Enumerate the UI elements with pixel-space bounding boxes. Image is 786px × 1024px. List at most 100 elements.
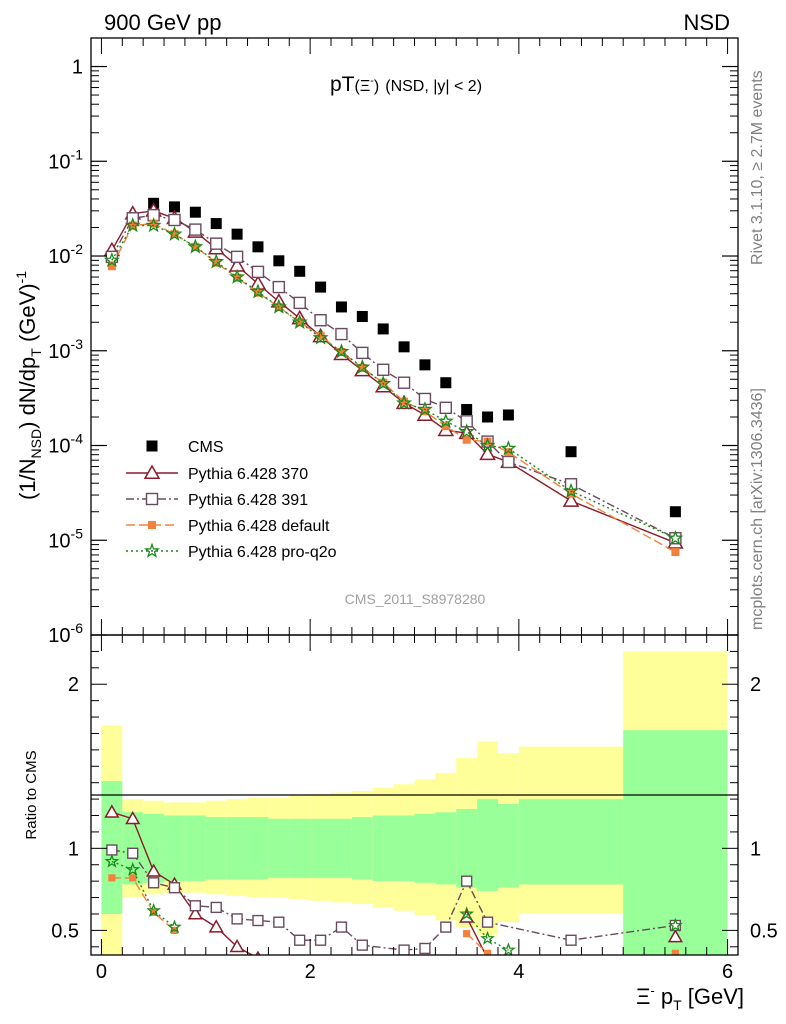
point-pq2o [333, 343, 350, 359]
point-cms [335, 301, 347, 313]
band-inner [143, 813, 165, 883]
ratio-point-p370 [104, 804, 120, 818]
point-pdefault [295, 318, 304, 327]
ratio-point-p391 [210, 901, 222, 914]
point-pq2o [667, 529, 684, 546]
legend-label-cms: CMS [188, 439, 224, 456]
point-p391 [251, 265, 265, 279]
ratio-line-pq2o [466, 913, 509, 951]
ratio-point-p391 [398, 944, 410, 955]
point-cms [565, 446, 577, 458]
point-p391 [335, 327, 348, 341]
point-pdefault [253, 288, 262, 297]
point-pq2o [249, 283, 266, 299]
ratio-y-tick-label: 1 [68, 838, 79, 860]
ratio-point-p391 [168, 882, 181, 894]
point-pdefault [149, 219, 158, 228]
band-inner [456, 808, 478, 888]
point-p391 [356, 346, 369, 360]
ratio-point-pdefault [108, 874, 116, 882]
y-tick-label: 10-3 [48, 336, 83, 363]
point-pdefault [420, 407, 429, 416]
band-inner [226, 817, 248, 880]
point-p391 [272, 280, 286, 294]
ratio-point-pq2o [480, 930, 495, 945]
point-pdefault [483, 437, 492, 446]
point-pq2o [437, 412, 454, 429]
point-pdefault [441, 422, 450, 431]
legend-item-p391: Pythia 6.428 391 [126, 492, 308, 509]
point-pdefault [462, 435, 471, 444]
point-pdefault [337, 348, 346, 357]
ratio-y-axis: 0.5 0.5 1 1 2 2 [51, 650, 778, 948]
header-right: NSD [684, 10, 730, 35]
point-cms [189, 206, 201, 218]
rivet-label: Rivet 3.1.10, ≥ 2.7M events [749, 70, 766, 265]
point-p391 [230, 250, 244, 264]
point-pq2o [229, 268, 246, 284]
point-cms [440, 377, 452, 389]
point-cms [502, 409, 514, 421]
band-inner [268, 818, 290, 878]
y-tick-label: 10-6 [48, 620, 83, 647]
ratio-point-pdefault [671, 949, 679, 955]
point-pdefault [400, 397, 409, 406]
band-inner [372, 815, 394, 882]
point-pq2o [458, 423, 475, 439]
point-pq2o [375, 375, 392, 391]
main-series-group [103, 197, 684, 557]
ratio-series-pq2o [104, 853, 683, 955]
ratio-point-pq2o [501, 942, 516, 955]
ratio-point-pq2o [167, 919, 182, 934]
legend-marker-cms [146, 440, 158, 452]
ratio-line-p370 [111, 811, 254, 955]
ratio-point-p391 [252, 914, 264, 927]
y-tick-label: 1 [72, 57, 83, 79]
ratio-point-p391 [189, 900, 202, 912]
ratio-point-pq2o [146, 902, 161, 917]
point-p391 [293, 296, 306, 310]
point-p391 [314, 314, 327, 327]
point-pq2o [187, 238, 204, 254]
ratio-point-pdefault [150, 908, 158, 916]
point-cms [669, 506, 681, 518]
ratio-point-p391 [461, 875, 473, 887]
ratio-point-p391 [335, 921, 348, 933]
point-cms [294, 265, 306, 277]
point-cms [461, 403, 473, 415]
ratio-point-p370 [146, 863, 162, 877]
ratio-point-p370 [255, 950, 261, 955]
point-cms [398, 341, 410, 353]
point-cms [252, 241, 264, 253]
band-inner [310, 818, 332, 878]
point-cms [482, 411, 494, 423]
point-pq2o [416, 401, 433, 417]
point-p370 [562, 492, 580, 507]
ratio-point-p391 [127, 847, 139, 859]
ratio-point-pdefault [463, 930, 471, 938]
point-cms [168, 201, 180, 213]
ratio-point-p370 [229, 938, 245, 953]
point-pq2o [563, 482, 579, 498]
point-cms [210, 218, 222, 230]
ratio-y-tick-label-right: 0.5 [750, 920, 778, 942]
legend-label-p370: Pythia 6.428 370 [188, 466, 308, 483]
legend-label-pdefault: Pythia 6.428 default [188, 518, 330, 535]
band-inner [518, 799, 624, 885]
band-inner [289, 818, 311, 878]
x-tick-label: 2 [305, 961, 316, 983]
main-y-label: (1/NNSD) dN/dpT (GeV)-1 [13, 271, 44, 500]
legend-marker-pdefault [148, 521, 156, 529]
point-p391 [397, 376, 411, 389]
point-pdefault [316, 332, 325, 341]
point-pq2o [479, 437, 496, 453]
point-p391 [502, 455, 515, 469]
ratio-point-p391 [440, 921, 452, 933]
ratio-bands [101, 651, 728, 955]
ratio-y-tick-label: 2 [68, 674, 79, 696]
main-x-ticks [100, 38, 729, 635]
point-pdefault [170, 230, 179, 239]
ratio-point-p391 [106, 844, 118, 856]
main-y-axis: 1 10-1 10-2 10-3 10-4 10-5 10-6 [48, 37, 738, 647]
